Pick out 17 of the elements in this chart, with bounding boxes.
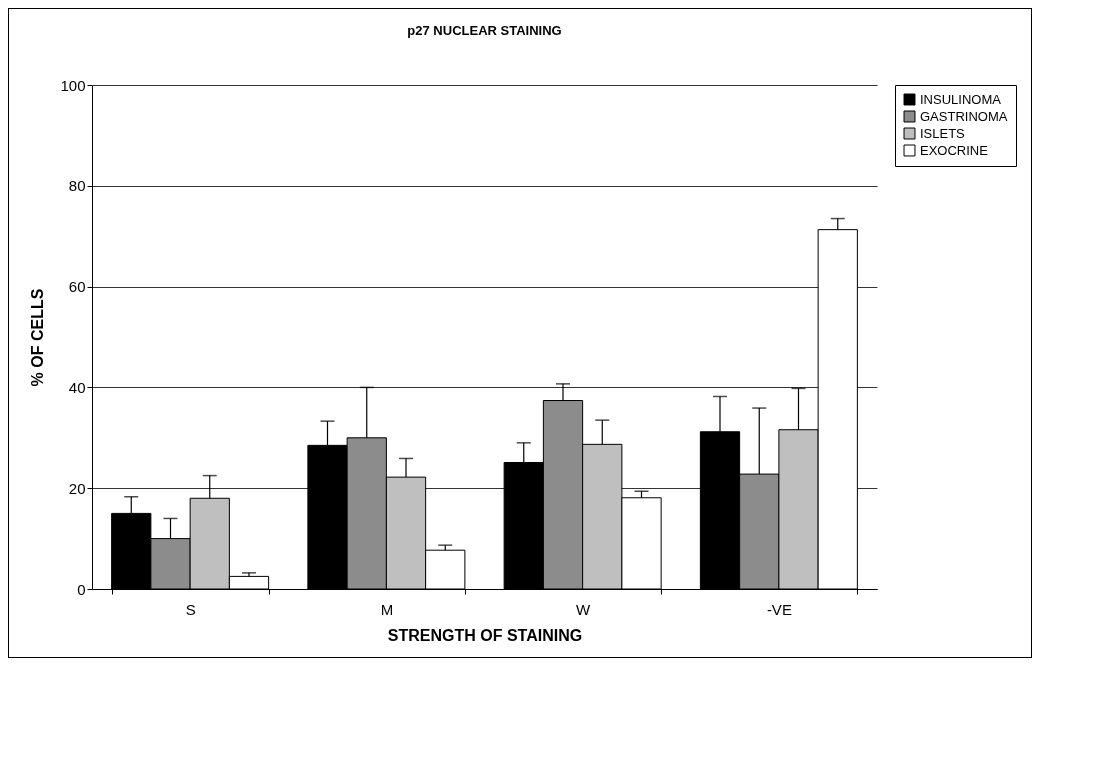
legend-label: GASTRINOMA <box>920 108 1008 124</box>
y-tick-label: 0 <box>77 580 86 598</box>
x-tick-label: S <box>185 600 196 618</box>
y-tick-label: 100 <box>60 76 86 94</box>
legend-label: ISLETS <box>920 125 966 141</box>
y-tick-label: 60 <box>68 278 86 296</box>
y-tick-label: 80 <box>68 177 86 195</box>
x-axis-title: STRENGTH OF STAINING <box>387 626 583 644</box>
legend-label: INSULINOMA <box>920 91 1002 107</box>
y-tick-label: 40 <box>68 378 86 396</box>
legend-label: EXOCRINE <box>920 142 989 158</box>
x-tick-label: M <box>380 600 394 618</box>
x-tick-label: W <box>576 600 592 618</box>
x-tick-label: -VE <box>766 600 792 618</box>
chart-title: p27 NUCLEAR STAINING <box>407 23 562 38</box>
y-tick-label: 20 <box>68 479 86 497</box>
y-axis-title: % OF CELLS <box>29 288 47 387</box>
